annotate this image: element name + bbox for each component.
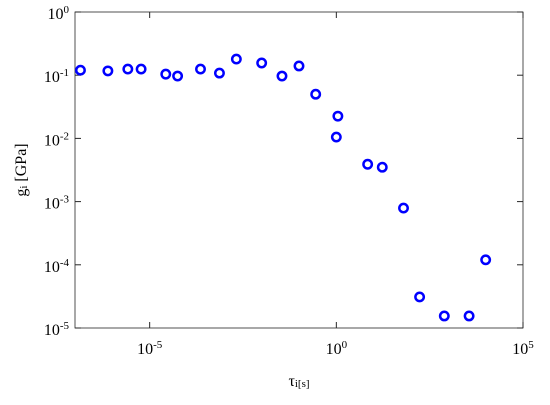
x-axis-label: τi[s]	[288, 373, 309, 391]
marker	[160, 68, 172, 80]
marker	[276, 70, 288, 82]
y-tick-label: 10-5	[44, 320, 70, 339]
marker	[310, 88, 322, 100]
y-tick-label: 10-4	[44, 256, 70, 275]
marker	[480, 254, 492, 266]
y-tick-label: 10-2	[44, 130, 69, 149]
marker	[135, 63, 147, 75]
marker	[256, 57, 268, 69]
y-axis-label: gi [GPa]	[13, 143, 31, 196]
marker	[332, 110, 344, 122]
marker	[102, 65, 114, 77]
marker	[414, 291, 426, 303]
marker	[172, 70, 184, 82]
x-tick-label: 105	[512, 339, 534, 358]
marker	[376, 161, 388, 173]
marker	[463, 310, 475, 322]
y-tick-label: 100	[48, 4, 70, 23]
y-tick-label: 10-3	[44, 193, 70, 212]
marker	[214, 67, 225, 79]
marker	[122, 63, 134, 75]
marker	[362, 158, 374, 170]
plot-frame	[74, 11, 524, 329]
x-tick-label: 10-5	[137, 339, 163, 358]
marker	[398, 202, 409, 214]
marker	[195, 63, 206, 75]
marker	[230, 53, 242, 65]
y-tick-label: 10-1	[44, 67, 69, 86]
x-tick-label: 100	[326, 339, 348, 358]
marker	[330, 131, 342, 143]
marker	[293, 60, 305, 72]
marker	[438, 310, 450, 322]
marker	[75, 64, 86, 76]
